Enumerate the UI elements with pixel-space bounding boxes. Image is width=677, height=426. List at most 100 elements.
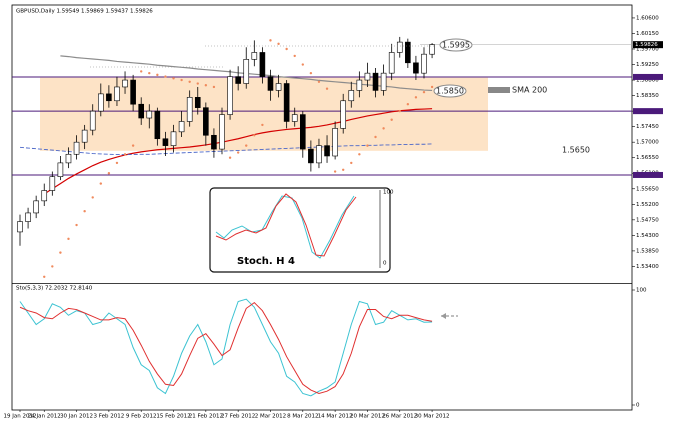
candle-body (98, 93, 104, 112)
x-tick-label: 9 Feb 2012 (126, 414, 157, 420)
sar-dot (342, 168, 345, 171)
candle-body (429, 44, 435, 55)
candle-body (33, 200, 39, 214)
sar-dot (358, 153, 361, 156)
arrow-head (441, 313, 446, 319)
ma-line (43, 108, 433, 195)
legend-swatch (488, 87, 510, 93)
sar-dot (236, 151, 240, 154)
sar-dot (269, 39, 272, 42)
candle-body (243, 59, 250, 84)
y-tick-label: 1.60600 (636, 15, 659, 21)
y-tick-label: 0 (636, 403, 640, 409)
sar-dot (293, 54, 296, 58)
candle-body (211, 134, 217, 150)
x-tick-label: 30 Jan 2012 (60, 414, 93, 420)
annotation-bubble (439, 38, 473, 52)
y-tick-label: 1.59250 (636, 62, 659, 68)
candle-body (299, 114, 306, 150)
sar-dot (350, 161, 353, 165)
y-tick-label: 1.53850 (636, 248, 659, 254)
chart-header: GBPUSD,Daily 1.59549 1.59869 1.59437 1.5… (16, 9, 153, 15)
y-tick-label: 1.58350 (636, 93, 659, 99)
candle-body (291, 114, 298, 122)
x-tick-label: 24 Jan 2012 (28, 414, 61, 420)
candle-body (348, 90, 355, 102)
sar-dot (422, 90, 426, 94)
sar-dot (261, 123, 264, 127)
candle-body (235, 76, 241, 84)
y-tick-label: 1.56550 (636, 155, 659, 161)
candle-body (57, 162, 64, 177)
candle-body (283, 83, 290, 122)
sar-dot (172, 77, 175, 80)
sar-dot (99, 182, 103, 185)
sar-dot (301, 63, 304, 66)
sar-dot (277, 42, 280, 46)
sar-dot (83, 210, 86, 213)
sar-dot (75, 223, 78, 227)
annotation: 1.5995 (442, 41, 470, 50)
sar-dot (333, 170, 337, 173)
sar-dot (156, 73, 159, 77)
candle-body (25, 212, 31, 222)
candle-body (178, 121, 185, 133)
sar-dot (245, 144, 248, 147)
inset-line (215, 195, 355, 259)
candle-body (106, 93, 112, 102)
sar-dot (140, 70, 143, 73)
sar-dot (390, 118, 393, 121)
sar-dot (398, 109, 401, 113)
y-tick-label: 100 (636, 288, 647, 294)
stoch-line (19, 298, 433, 397)
candle-body (154, 110, 161, 140)
inset-line (215, 193, 357, 257)
sar-dot (414, 96, 418, 99)
sar-dot (123, 153, 127, 156)
candle-body (340, 100, 347, 129)
candle-body (316, 145, 322, 164)
y-tick-label: 1.57000 (636, 140, 659, 146)
stoch-line (19, 301, 433, 395)
x-tick-label: 21 Feb 2012 (189, 414, 223, 420)
sar-dot (51, 265, 54, 268)
candle-body (170, 131, 177, 146)
candle-body (396, 41, 403, 53)
sar-dot (107, 172, 111, 175)
sar-dot (406, 103, 410, 106)
candle-body (405, 41, 411, 64)
y-tick-label: 1.59700 (636, 47, 659, 53)
candle-body (275, 83, 282, 91)
sar-dot (196, 82, 199, 85)
candle-body (219, 114, 225, 150)
x-tick-label: 19 Jan 2012 (4, 414, 37, 420)
candle-body (372, 72, 379, 91)
sar-dot (67, 237, 70, 241)
sar-dot (317, 80, 321, 83)
candle-body (388, 52, 395, 74)
inset-tick: 100 (383, 190, 394, 196)
candle-body (364, 72, 371, 81)
last-price-label: 1.59826 (635, 42, 658, 48)
inset-title: Stoch. H 4 (237, 256, 295, 267)
candle-body (73, 141, 80, 155)
x-tick-label: 14 Mar 2012 (318, 414, 353, 420)
x-tick-label: 15 Feb 2012 (156, 414, 190, 420)
annotation: SMA 200 (512, 86, 547, 95)
candle-body (227, 76, 233, 115)
candle-body (267, 76, 274, 91)
sar-dot (228, 156, 232, 159)
zone (40, 77, 488, 151)
y-tick-label: 1.54300 (636, 233, 659, 239)
candle-body (308, 148, 314, 164)
sar-dot (164, 75, 167, 78)
candle-body (162, 138, 169, 146)
y-tick-label: 1.55200 (636, 202, 659, 208)
sar-dot (180, 78, 183, 82)
candle-body (17, 221, 23, 233)
annotation-bubble (433, 84, 467, 98)
candle-body (186, 97, 193, 122)
sar-dot (148, 71, 151, 75)
sar-dot (366, 144, 369, 147)
